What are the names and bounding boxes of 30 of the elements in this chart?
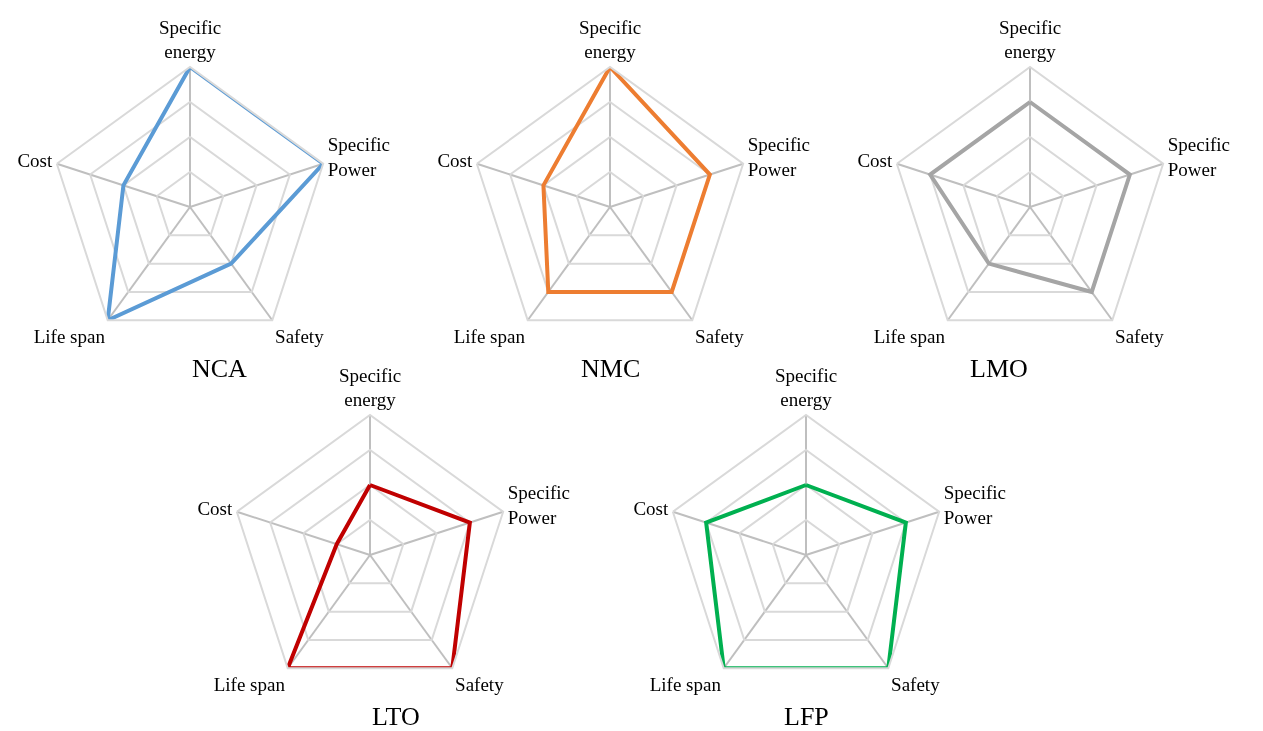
spoke-label: Cost — [857, 150, 893, 172]
spoke-label: Specific energy — [338, 364, 402, 411]
text: LFP — [784, 702, 829, 731]
spoke-label: Specific Power — [327, 134, 390, 180]
spoke-label: Specific Power — [943, 482, 1006, 528]
spoke-label: Cost — [437, 150, 473, 172]
text: LTO — [372, 702, 420, 731]
spoke-label: Specific energy — [774, 364, 838, 411]
spoke-label: Safety — [695, 326, 745, 348]
spoke-label: Specific energy — [158, 16, 222, 63]
text: LMO — [970, 354, 1028, 383]
text: NMC — [581, 354, 641, 383]
spoke-label: Specific Power — [747, 134, 810, 180]
spoke-label: Cost — [17, 150, 53, 172]
spoke-label: Life span — [649, 674, 722, 696]
text: NCA — [192, 354, 248, 383]
spoke-label: Life span — [873, 326, 946, 348]
spoke-label: Life span — [33, 326, 106, 348]
spoke-label: Cost — [197, 498, 233, 520]
spoke-label: Safety — [891, 674, 941, 696]
spoke-label: Life span — [213, 674, 286, 696]
spoke-label: Specific Power — [507, 482, 570, 528]
spoke-label: Life span — [453, 326, 526, 348]
spoke-label: Safety — [1115, 326, 1165, 348]
spoke-label: Specific energy — [578, 16, 642, 63]
spoke-label: Specific Power — [1167, 134, 1230, 180]
spoke-label: Safety — [275, 326, 325, 348]
spoke-label: Cost — [633, 498, 669, 520]
spoke-label: Specific energy — [998, 16, 1062, 63]
spoke-label: Safety — [455, 674, 505, 696]
